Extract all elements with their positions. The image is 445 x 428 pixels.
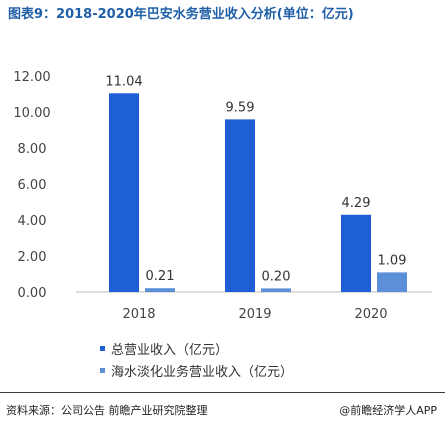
legend-swatch-total-revenue [100, 345, 105, 351]
y-tick-label: 12.00 [13, 70, 50, 85]
bar-desalination-revenue-2019 [261, 288, 291, 292]
data-label: 0.20 [262, 269, 291, 284]
legend-item-desalination-revenue: 海水淡化业务营业收入（亿元） [100, 359, 293, 381]
bar-total-revenue-2019 [225, 119, 255, 292]
x-tick-label: 2018 [122, 307, 155, 322]
source-note: 资料来源：公司公告 前瞻产业研究院整理 [6, 404, 208, 417]
data-label: 0.21 [146, 269, 175, 284]
legend-label-total-revenue: 总营业收入（亿元） [111, 342, 229, 358]
legend-label-desalination-revenue: 海水淡化业务营业收入（亿元） [111, 364, 294, 380]
data-label: 9.59 [226, 100, 255, 115]
data-label: 4.29 [342, 196, 371, 211]
y-tick-label: 10.00 [13, 106, 50, 121]
data-label: 11.04 [105, 74, 142, 89]
y-tick-label: 4.00 [18, 214, 47, 229]
credit-note: @前瞻经济学人APP [339, 404, 437, 417]
x-tick-label: 2019 [238, 307, 271, 322]
bar-desalination-revenue-2018 [145, 288, 175, 292]
y-tick-label: 6.00 [18, 178, 47, 193]
bar-total-revenue-2020 [341, 214, 371, 292]
y-tick-label: 8.00 [18, 142, 47, 157]
y-tick-label: 0.00 [18, 286, 47, 301]
bar-desalination-revenue-2020 [377, 272, 407, 292]
legend-swatch-desalination-revenue [100, 367, 105, 373]
bar-total-revenue-2018 [109, 93, 139, 292]
footer-divider [0, 392, 445, 393]
chart-legend: 总营业收入（亿元） 海水淡化业务营业收入（亿元） [100, 337, 293, 381]
legend-item-total-revenue: 总营业收入（亿元） [100, 337, 293, 359]
bar-chart: 0.00 2.00 4.00 6.00 8.00 10.00 12.00 11.04 9.59 4… [13, 70, 432, 322]
data-label: 1.09 [378, 253, 407, 268]
chart-title: 图表9：2018-2020年巴安水务营业收入分析(单位：亿元) [8, 7, 354, 22]
x-tick-label: 2020 [354, 307, 387, 322]
y-tick-label: 2.00 [18, 250, 47, 265]
